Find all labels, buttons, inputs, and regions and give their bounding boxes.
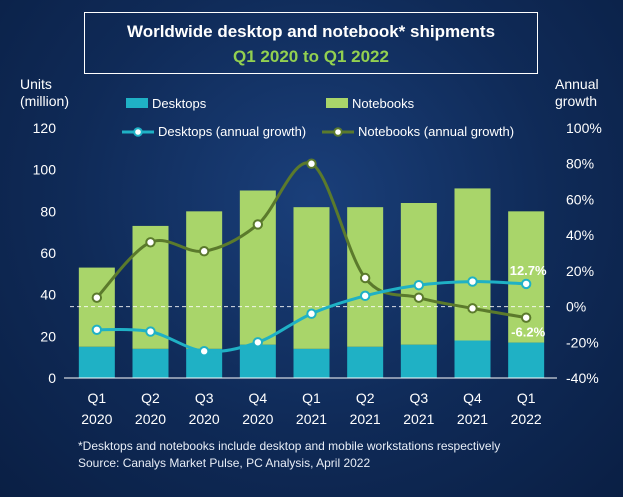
x-tick-label-quarter: Q4 [463,390,482,406]
notebooks-bar [186,211,223,349]
x-tick-label-quarter: Q2 [356,390,375,406]
x-tick-label-quarter: Q1 [87,390,106,406]
x-tick-label-quarter: Q1 [302,390,321,406]
notebooks-growth-point [306,158,317,169]
desktops-growth-point [252,337,264,348]
y2-tick-label: -20% [566,334,599,350]
desktops-growth-point [359,290,371,302]
y-tick-label: 20 [40,328,56,344]
desktops-growth-point [467,276,478,287]
title-box: Worldwide desktop and notebook* shipment… [84,12,538,74]
x-tick-label-year: 2021 [403,411,434,427]
desktops-bar [293,348,330,378]
desktops-growth-point [413,279,425,291]
x-tick-label-year: 2021 [350,411,381,427]
notebooks-growth-point [520,312,532,323]
legend-swatch [126,98,148,108]
y2-tick-label: 0% [566,299,586,315]
x-tick-label-quarter: Q1 [517,390,536,406]
notebooks-bar [454,188,491,341]
right-axis-unit-line1: Annual [555,76,599,92]
desktops-bar [454,340,491,378]
desktops-bar [347,346,384,378]
desktops-growth-point [145,326,156,337]
notebooks-bar [239,190,276,345]
data-label: -6.2% [511,325,545,340]
data-label: 12.7% [510,263,547,278]
y2-tick-label: 60% [566,191,594,207]
desktops-bar [400,344,437,378]
legend-label: Desktops (annual growth) [158,124,306,139]
legend-marker [333,127,343,137]
x-tick-label-year: 2021 [296,411,327,427]
notebooks-growth-point [467,303,478,314]
y-tick-label: 40 [40,287,56,303]
x-tick-label-year: 2020 [242,411,273,427]
legend-label: Notebooks (annual growth) [358,124,514,139]
notebooks-bar [293,207,330,349]
left-axis-unit-line1: Units [20,76,52,92]
chart-subtitle: Q1 2020 to Q1 2022 [233,47,389,66]
chart-title: Worldwide desktop and notebook* shipment… [126,22,496,41]
left-axis-unit-label: Units (million) [20,76,69,110]
y2-tick-label: 40% [566,227,594,243]
notebooks-bar [400,203,437,345]
x-tick-label-year: 2021 [457,411,488,427]
notebooks-growth-point [359,272,371,284]
x-tick-label-year: 2020 [189,411,220,427]
desktops-growth-point [91,324,103,335]
x-tick-label-quarter: Q2 [141,390,160,406]
desktops-growth-point [306,308,317,319]
y-tick-label: 80 [40,203,56,219]
legend-label: Notebooks [352,96,415,111]
x-tick-label-year: 2022 [511,411,542,427]
notebooks-growth-point [198,246,210,257]
desktops-bar [239,344,276,378]
x-tick-label-quarter: Q4 [248,390,267,406]
footnote-line1: *Desktops and notebooks include desktop … [78,439,501,453]
right-axis-unit-line2: growth [555,93,598,109]
notebooks-growth-point [145,237,156,248]
y-tick-label: 0 [48,370,56,386]
x-tick-label-quarter: Q3 [409,390,428,406]
legend-swatch [326,98,348,108]
y2-tick-label: 80% [566,156,594,172]
left-axis-unit-line2: (million) [20,93,69,109]
legend-label: Desktops [152,96,207,111]
y2-tick-label: 20% [566,263,594,279]
desktops-growth-point [520,278,532,290]
y2-tick-label: 100% [566,120,602,136]
desktops-bar [508,342,545,378]
notebooks-growth-point [413,292,425,303]
y2-tick-label: -40% [566,370,599,386]
desktops-bar [78,346,115,378]
legend-marker [133,127,143,137]
footnote: *Desktops and notebooks include desktop … [78,438,500,472]
y-tick-label: 60 [40,245,56,261]
right-axis-unit-label: Annual growth [555,76,613,110]
x-tick-label-year: 2020 [81,411,112,427]
footnote-source: Source: Canalys Market Pulse, PC Analysi… [78,456,371,470]
desktops-growth-point [198,346,210,357]
notebooks-growth-point [91,292,103,303]
desktops-bar [132,348,169,378]
y-tick-label: 100 [33,162,57,178]
notebooks-growth-point [252,219,264,230]
y-tick-label: 120 [33,120,57,136]
x-tick-label-year: 2020 [135,411,166,427]
x-tick-label-quarter: Q3 [195,390,214,406]
